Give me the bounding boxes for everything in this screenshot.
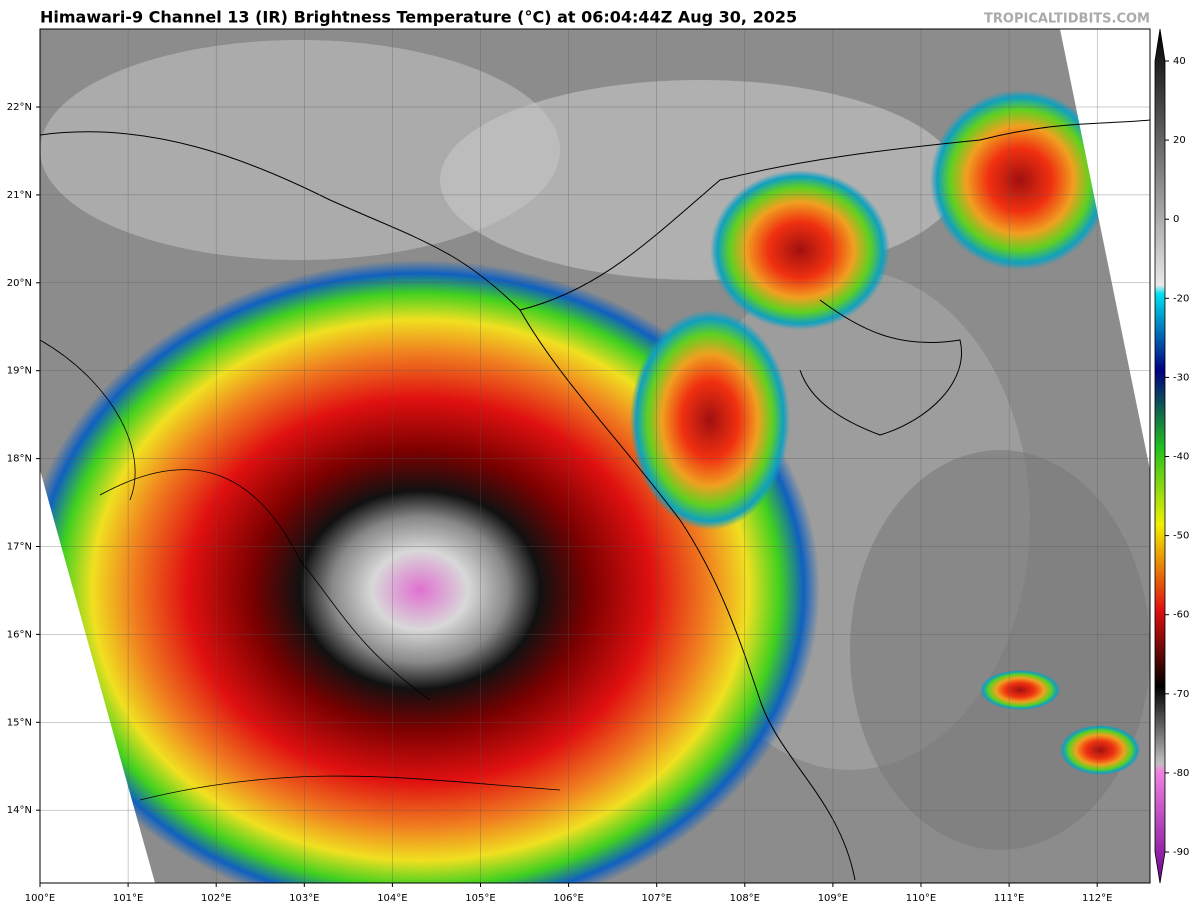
- colorbar-label: -80: [1173, 768, 1189, 779]
- colorbar-label: -60: [1173, 610, 1189, 621]
- source: TROPICALTIDBITS.COM: [984, 12, 1150, 27]
- lon-label: 108°E: [730, 893, 760, 904]
- map-frame: [39, 28, 1151, 884]
- title: Himawari-9 Channel 13 (IR) Brightness Te…: [40, 8, 797, 27]
- colorbar-label: 20: [1173, 135, 1186, 146]
- colorbar-label: -20: [1173, 293, 1189, 304]
- colorbar: [1154, 28, 1166, 884]
- lon-label: 107°E: [641, 893, 671, 904]
- lon-label: 112°E: [1082, 893, 1112, 904]
- lon-label: 106°E: [553, 893, 583, 904]
- lon-label: 110°E: [906, 893, 936, 904]
- lat-label: 19°N: [7, 366, 32, 377]
- colorbar-label: 0: [1173, 214, 1179, 225]
- lat-label: 21°N: [7, 190, 32, 201]
- graticule: [40, 29, 1150, 883]
- colorbar-label: 40: [1173, 56, 1186, 67]
- colorbar-label: -30: [1173, 372, 1189, 383]
- lat-label: 18°N: [7, 454, 32, 465]
- lat-label: 20°N: [7, 278, 32, 289]
- lon-label: 111°E: [994, 893, 1024, 904]
- lon-label: 102°E: [201, 893, 231, 904]
- colorbar-label: -40: [1173, 452, 1189, 463]
- lon-label: 105°E: [465, 893, 495, 904]
- lon-label: 100°E: [25, 893, 55, 904]
- lon-label: 103°E: [289, 893, 319, 904]
- lat-label: 16°N: [7, 629, 32, 640]
- lon-label: 109°E: [818, 893, 848, 904]
- lon-label: 104°E: [377, 893, 407, 904]
- lon-label: 101°E: [113, 893, 143, 904]
- lat-label: 15°N: [7, 717, 32, 728]
- colorbar-label: -70: [1173, 689, 1189, 700]
- lat-label: 17°N: [7, 542, 32, 553]
- colorbar-label: -50: [1173, 531, 1189, 542]
- satellite-imagery: [40, 29, 1150, 883]
- colorbar-label: -90: [1173, 847, 1189, 858]
- lat-label: 22°N: [7, 102, 32, 113]
- lat-label: 14°N: [7, 805, 32, 816]
